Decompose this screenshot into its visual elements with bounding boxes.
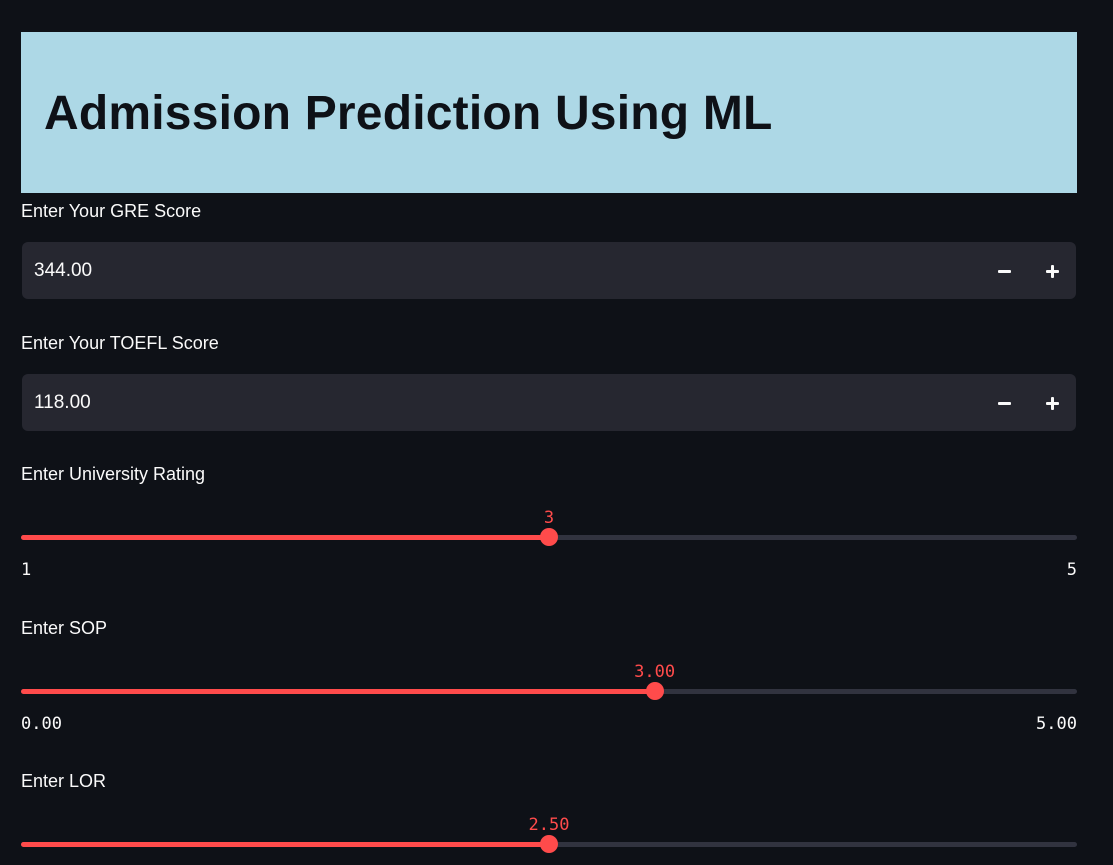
gre-score-value[interactable]: 344.00 [34,260,93,281]
toefl-score-input[interactable]: 118.00 [22,374,1076,431]
gre-score-input[interactable]: 344.00 [22,242,1076,299]
plus-icon [1045,396,1059,410]
slider-fill [21,689,655,694]
toefl-decrement-button[interactable] [987,386,1021,420]
toefl-score-label: Enter Your TOEFL Score [21,333,219,353]
slider-max-label: 5 [1066,560,1077,580]
minus-icon [997,397,1011,410]
slider-current-value: 3.00 [634,662,676,682]
slider-max-label: 5.00 [1036,714,1077,734]
slider-current-value: 3 [543,508,555,528]
toefl-score-value[interactable]: 118.00 [34,392,91,413]
gre-score-label: Enter Your GRE Score [21,201,202,221]
slider-fill [21,842,549,847]
university-rating-label: Enter University Rating [21,464,206,484]
page-title: Admission Prediction Using ML [44,87,773,140]
slider-fill [21,535,549,540]
header-banner: Admission Prediction Using ML [21,32,1077,193]
sop-label: Enter SOP [21,618,108,638]
slider-thumb[interactable] [540,528,558,546]
slider-current-value: 2.50 [528,815,570,835]
lor-slider[interactable]: 2.50 [21,815,1077,860]
gre-increment-button[interactable] [1035,254,1069,288]
slider-thumb[interactable] [540,835,558,853]
toefl-increment-button[interactable] [1035,386,1069,420]
gre-decrement-button[interactable] [987,254,1021,288]
plus-icon [1045,264,1059,278]
slider-thumb[interactable] [645,682,664,700]
minus-icon [997,265,1011,278]
sop-slider[interactable]: 3.00 0.00 5.00 [21,662,1077,734]
slider-min-label: 0.00 [21,714,62,734]
lor-label: Enter LOR [21,771,107,791]
slider-min-label: 1 [21,560,32,580]
university-rating-slider[interactable]: 3 1 5 [21,508,1077,580]
